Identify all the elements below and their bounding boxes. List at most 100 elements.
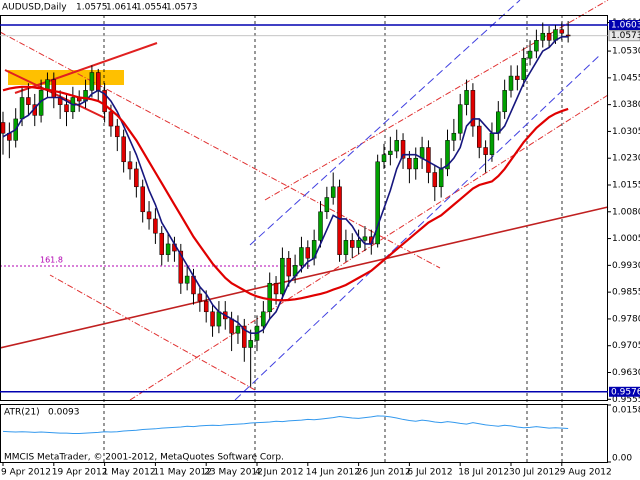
indicator-tick-label: 0.00: [612, 454, 632, 464]
x-tick-label: 26 Jun 2012: [357, 468, 411, 478]
level-label: 1.0603: [611, 21, 640, 31]
candle-body: [280, 257, 285, 295]
x-tick-label: 18 Jul 2012: [458, 468, 509, 478]
atr-line: [2, 415, 569, 434]
candle-body: [305, 247, 311, 259]
level-label-box: [609, 20, 640, 30]
candle-body: [248, 340, 253, 348]
x-tick-label: 11 May 2012: [153, 468, 212, 478]
candle-body: [26, 97, 31, 105]
candle-body: [394, 140, 399, 152]
y-tick-label: 1.0530: [612, 47, 640, 57]
candle-body: [108, 111, 114, 127]
price-frame: [0, 15, 608, 401]
y-tick-label: 1.0155: [612, 181, 640, 191]
indicator-frame: [0, 404, 608, 463]
candle-body: [197, 293, 203, 302]
candle-body: [134, 168, 139, 188]
fib-label: 161.8: [40, 256, 63, 265]
candle-body: [388, 150, 393, 155]
candle-body: [343, 240, 349, 255]
indicator-name: ATR(21): [4, 408, 40, 418]
candle-body: [477, 125, 482, 148]
indicator-value: 0.0093: [48, 408, 80, 418]
candle-body: [521, 57, 526, 80]
candle-body: [445, 140, 450, 170]
channel-line: [129, 94, 609, 401]
candle-body: [0, 122, 6, 134]
x-tick-label: 4 Jun 2012: [255, 468, 303, 478]
candle-body: [96, 72, 101, 91]
candle-body: [470, 90, 476, 127]
candle-body: [457, 104, 463, 134]
candle-body: [127, 161, 133, 170]
candle-body: [102, 90, 107, 113]
candle-body: [229, 318, 234, 334]
candle-body: [337, 186, 342, 255]
y-tick-label: 1.0305: [612, 127, 640, 137]
candle-body: [407, 157, 412, 170]
candle-body: [565, 34, 571, 37]
candles: [0, 21, 571, 387]
x-tick-label: 23 May 2012: [204, 468, 263, 478]
x-tick-label: 19 Apr 2012: [52, 468, 108, 478]
last-low: 1.0554: [136, 3, 168, 13]
candle-body: [451, 132, 457, 141]
symbol: AUDUSD,Daily: [2, 3, 67, 13]
x-tick-label: 30 Jul 2012: [509, 468, 560, 478]
y-tick-label: 1.0455: [612, 73, 640, 83]
candle-body: [362, 236, 368, 241]
title: AUDUSD,Daily 1.0575 1.0614 1.0554 1.0573: [2, 3, 198, 13]
candle-body: [159, 232, 164, 255]
candle-body: [464, 90, 469, 105]
candle-body: [483, 147, 488, 155]
price-label: 1.0573: [611, 31, 640, 41]
candle-body: [89, 72, 95, 91]
y-tick-label: 1.0230: [612, 154, 640, 164]
candle-body: [496, 111, 501, 134]
y-tick-label: 1.0380: [612, 100, 640, 110]
candle-body: [286, 257, 291, 277]
candle-body: [203, 300, 209, 313]
candle-body: [508, 75, 514, 91]
candle-body: [153, 218, 158, 234]
candle-body: [140, 186, 145, 213]
candle-body: [64, 104, 69, 113]
trend-line: [0, 206, 609, 349]
candle-body: [400, 140, 406, 159]
x-tick-label: 6 Jul 2012: [407, 468, 452, 478]
y-tick-label: 1.0080: [612, 207, 640, 217]
candle-body: [299, 247, 304, 266]
candle-body: [242, 325, 247, 348]
x-tick-label: 9 Apr 2012: [1, 468, 51, 478]
candle-body: [216, 311, 222, 327]
candle-body: [51, 79, 57, 98]
candle-body: [438, 168, 444, 188]
candle-body: [318, 211, 323, 241]
candle-body: [261, 311, 266, 327]
candle-body: [184, 275, 190, 284]
y-tick-label: 0.9705: [612, 341, 640, 351]
last-high: 1.0614: [106, 3, 138, 13]
candle-body: [267, 282, 272, 313]
candle-body: [273, 282, 279, 295]
x-tick-label: 14 Jun 2012: [306, 468, 360, 478]
candle-body: [527, 50, 533, 59]
candle-body: [19, 97, 25, 120]
candle-body: [165, 243, 171, 255]
candle-body: [559, 29, 565, 34]
footer: MMCIS MetaTrader, © 2001-2012, MetaQuote…: [4, 453, 284, 463]
channel-line: [249, 0, 521, 246]
highlight-box: [8, 70, 124, 85]
x-tick-label: 9 Aug 2012: [560, 468, 612, 478]
indicator-tick-label: 0.0158: [612, 406, 640, 416]
last-close: 1.0573: [166, 3, 198, 13]
trend-line: [14, 42, 158, 94]
y-tick-label: 1.0005: [612, 234, 640, 244]
channel-line: [49, 274, 256, 391]
candle-body: [546, 32, 552, 41]
